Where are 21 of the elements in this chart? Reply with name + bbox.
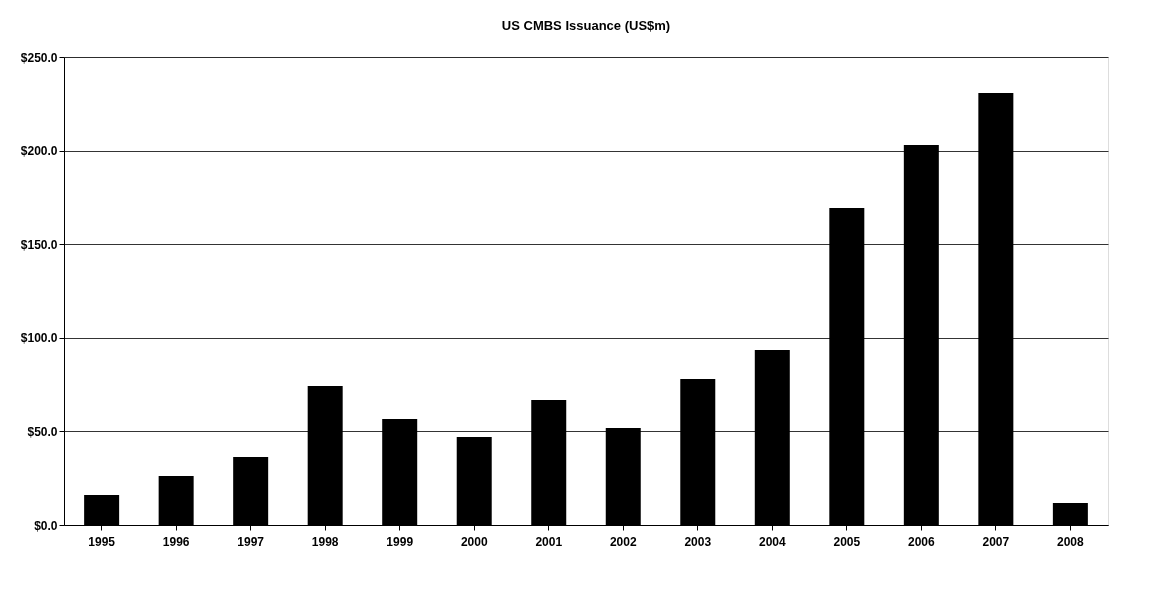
x-tick-label: 1995 <box>88 534 116 549</box>
x-tick-label: 2003 <box>684 534 712 549</box>
y-tick-label: $50.0 <box>27 424 58 439</box>
x-tick-label: 2006 <box>907 534 935 549</box>
x-tick-label: 2007 <box>982 534 1010 549</box>
x-tick-label: 2000 <box>460 534 488 549</box>
x-tick-label: 1996 <box>162 534 190 549</box>
x-tick-label: 2008 <box>1057 534 1085 549</box>
y-tick-label: $150.0 <box>20 237 58 252</box>
x-tick-label: 1997 <box>237 534 265 549</box>
y-tick-label: $200.0 <box>20 144 58 159</box>
y-tick-label: $0.0 <box>34 518 58 533</box>
x-tick-label: 1999 <box>386 534 414 549</box>
y-tick-label: $100.0 <box>20 331 58 346</box>
x-tick-label: 2005 <box>833 534 861 549</box>
chart-title: US CMBS Issuance (US$m) <box>501 18 671 33</box>
x-tick-label: 2001 <box>535 534 563 549</box>
x-tick-label: 1998 <box>311 534 339 549</box>
x-tick-label: 2004 <box>758 534 786 549</box>
y-tick-label: $250.0 <box>20 50 58 65</box>
x-tick-label: 2002 <box>609 534 637 549</box>
